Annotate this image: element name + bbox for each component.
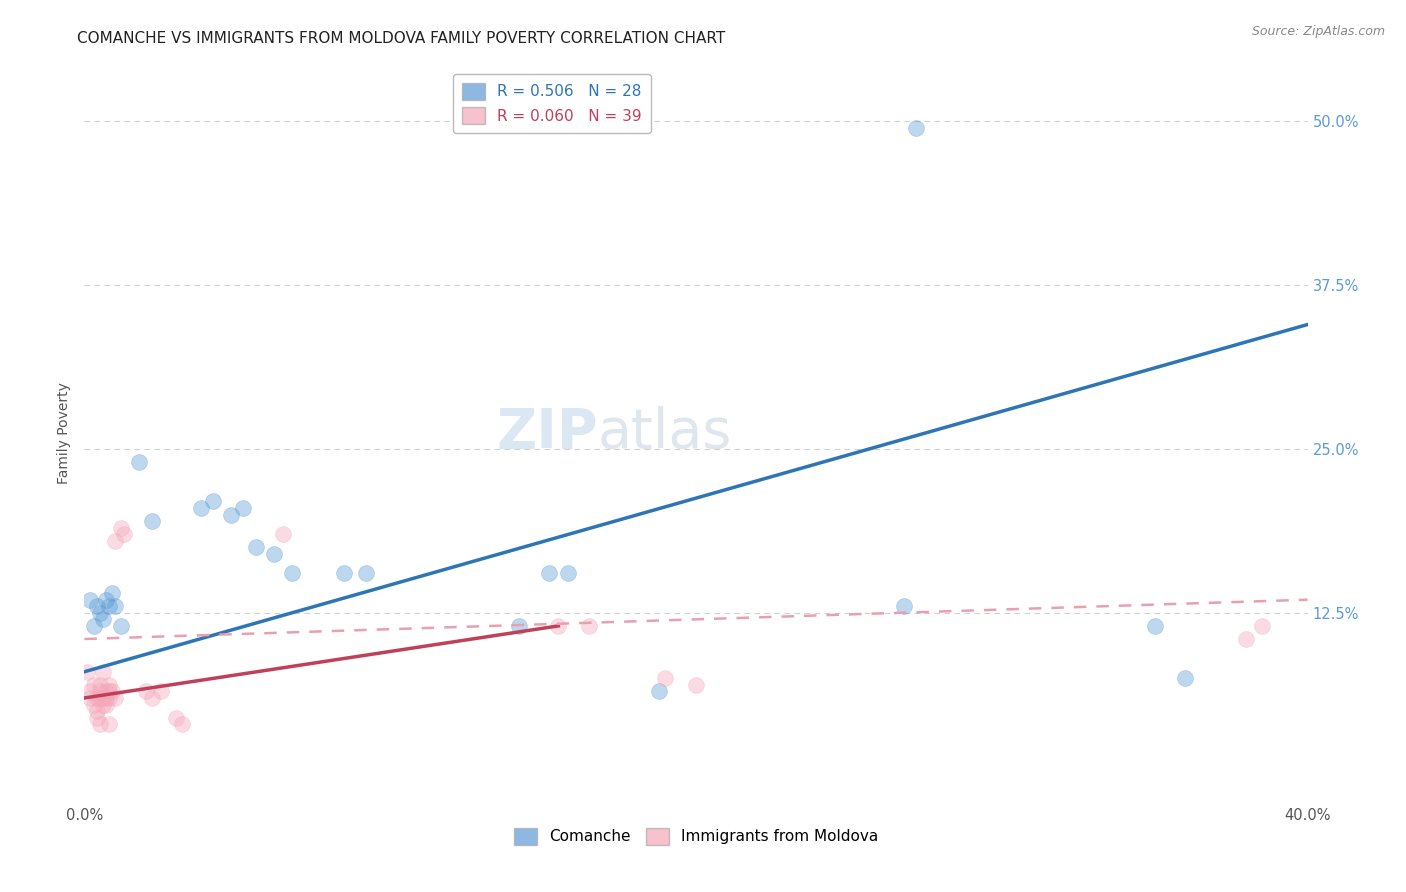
Point [354, 566, 377, 581]
Point [141, 690, 163, 705]
Point [79, 684, 101, 698]
Point [1250, 619, 1272, 633]
Point [76, 665, 98, 679]
Point [135, 684, 157, 698]
Point [149, 684, 172, 698]
Point [219, 508, 242, 522]
Point [232, 500, 254, 515]
Point [86, 599, 108, 614]
Point [557, 566, 579, 581]
Point [91, 612, 114, 626]
Point [648, 684, 671, 698]
Point [97, 690, 120, 705]
Point [538, 566, 561, 581]
Point [110, 521, 132, 535]
Point [83, 678, 105, 692]
Point [654, 671, 676, 685]
Point [89, 717, 111, 731]
Point [94, 684, 117, 698]
Point [97, 684, 120, 698]
Point [905, 120, 928, 135]
Point [508, 619, 530, 633]
Point [101, 684, 124, 698]
Point [91, 665, 114, 679]
Point [97, 717, 120, 731]
Point [104, 690, 127, 705]
Point [112, 527, 135, 541]
Text: atlas: atlas [598, 406, 733, 459]
Point [89, 678, 111, 692]
Point [271, 527, 294, 541]
Point [685, 678, 707, 692]
Text: ZIP: ZIP [496, 406, 598, 459]
Point [97, 599, 120, 614]
Point [91, 690, 114, 705]
Point [190, 500, 212, 515]
Point [79, 592, 101, 607]
Legend: Comanche, Immigrants from Moldova: Comanche, Immigrants from Moldova [508, 822, 884, 851]
Point [91, 698, 114, 712]
Point [94, 698, 117, 712]
Point [263, 547, 285, 561]
Point [101, 586, 124, 600]
Point [97, 678, 120, 692]
Point [128, 455, 150, 469]
Point [94, 690, 117, 705]
Point [86, 704, 108, 718]
Point [83, 698, 105, 712]
Point [86, 690, 108, 705]
Point [1143, 619, 1166, 633]
Point [110, 619, 132, 633]
Point [547, 619, 569, 633]
Point [281, 566, 304, 581]
Text: Source: ZipAtlas.com: Source: ZipAtlas.com [1251, 25, 1385, 38]
Point [165, 711, 187, 725]
Point [94, 592, 117, 607]
Point [578, 619, 600, 633]
Point [893, 599, 915, 614]
Point [104, 533, 127, 548]
Point [86, 711, 108, 725]
Point [1236, 632, 1258, 646]
Point [201, 494, 224, 508]
Point [141, 514, 163, 528]
Point [104, 599, 127, 614]
Point [89, 684, 111, 698]
Point [172, 717, 194, 731]
Point [333, 566, 356, 581]
Point [245, 541, 267, 555]
Text: COMANCHE VS IMMIGRANTS FROM MOLDOVA FAMILY POVERTY CORRELATION CHART: COMANCHE VS IMMIGRANTS FROM MOLDOVA FAMI… [77, 31, 725, 46]
Point [83, 619, 105, 633]
Point [1174, 671, 1197, 685]
Point [89, 690, 111, 705]
Point [79, 690, 101, 705]
Point [89, 606, 111, 620]
Y-axis label: Family Poverty: Family Poverty [58, 382, 72, 483]
